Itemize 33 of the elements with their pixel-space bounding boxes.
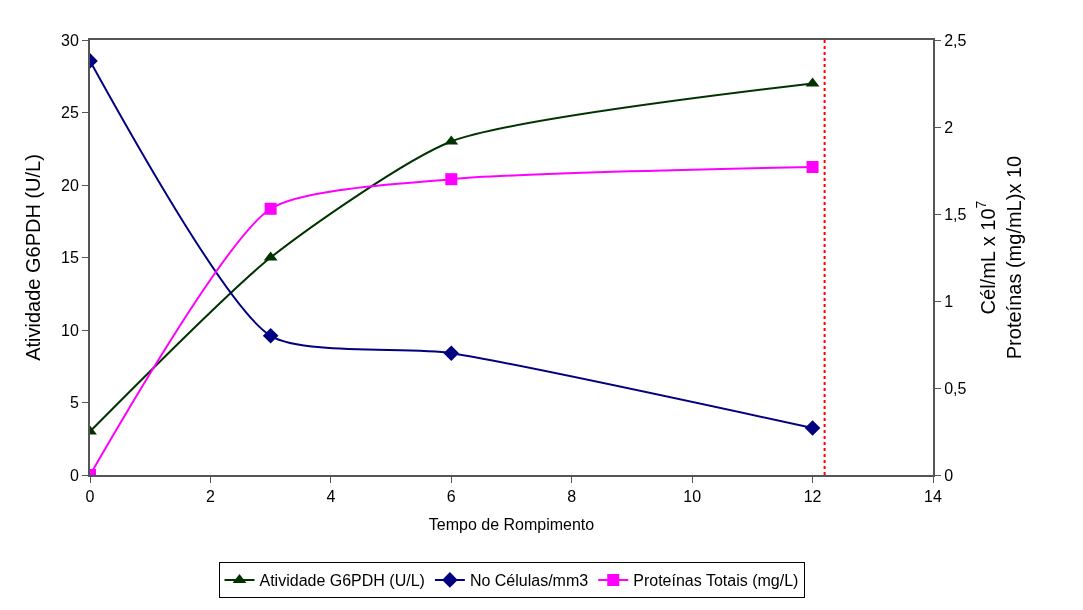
y2-tick-label: 2,5 (944, 31, 967, 49)
x-tick-label: 6 (446, 488, 456, 506)
y2-tick-label: 0 (944, 466, 954, 484)
y-tick-label: 30 (61, 31, 79, 49)
legend-label: Atividade G6PDH (U/L) (259, 572, 425, 590)
point (445, 173, 458, 186)
y2-tick-label: 1,5 (944, 205, 967, 223)
y-tick-label: 0 (69, 466, 79, 484)
y2-axis-title: Cél/mL x 10$^{7}$ Proteínas (mg/mL)x 10 (973, 155, 1025, 360)
x-tick-label: 12 (803, 488, 822, 506)
x-tick-label: 8 (567, 488, 577, 506)
x-tick-label: 0 (85, 488, 95, 506)
point (806, 161, 819, 174)
y2-tick-label: 0,5 (944, 379, 967, 397)
y2-tick-label: 1 (944, 292, 954, 310)
point (443, 345, 460, 361)
y-tick-label: 15 (61, 249, 79, 267)
x-tick-label: 2 (205, 488, 215, 506)
x-tick-label: 14 (924, 488, 942, 506)
point (264, 202, 277, 215)
x-axis-title: Tempo de Rompimento (428, 516, 595, 534)
y-tick-label: 20 (61, 176, 79, 194)
legend-label: No Células/mm3 (469, 572, 589, 590)
point (262, 328, 279, 344)
y2-tick-label: 2 (944, 118, 954, 136)
x-tick-label: 4 (326, 488, 336, 506)
point (804, 420, 821, 436)
y-tick-label: 10 (61, 321, 79, 339)
y-axis-title: Atividade G6PDH (U/L) (22, 154, 44, 361)
x-tick-label: 10 (683, 488, 702, 506)
y-tick-label: 5 (69, 394, 79, 412)
legend-label: Proteínas Totais (mg/L) (633, 572, 799, 590)
y-tick-label: 25 (61, 104, 79, 122)
